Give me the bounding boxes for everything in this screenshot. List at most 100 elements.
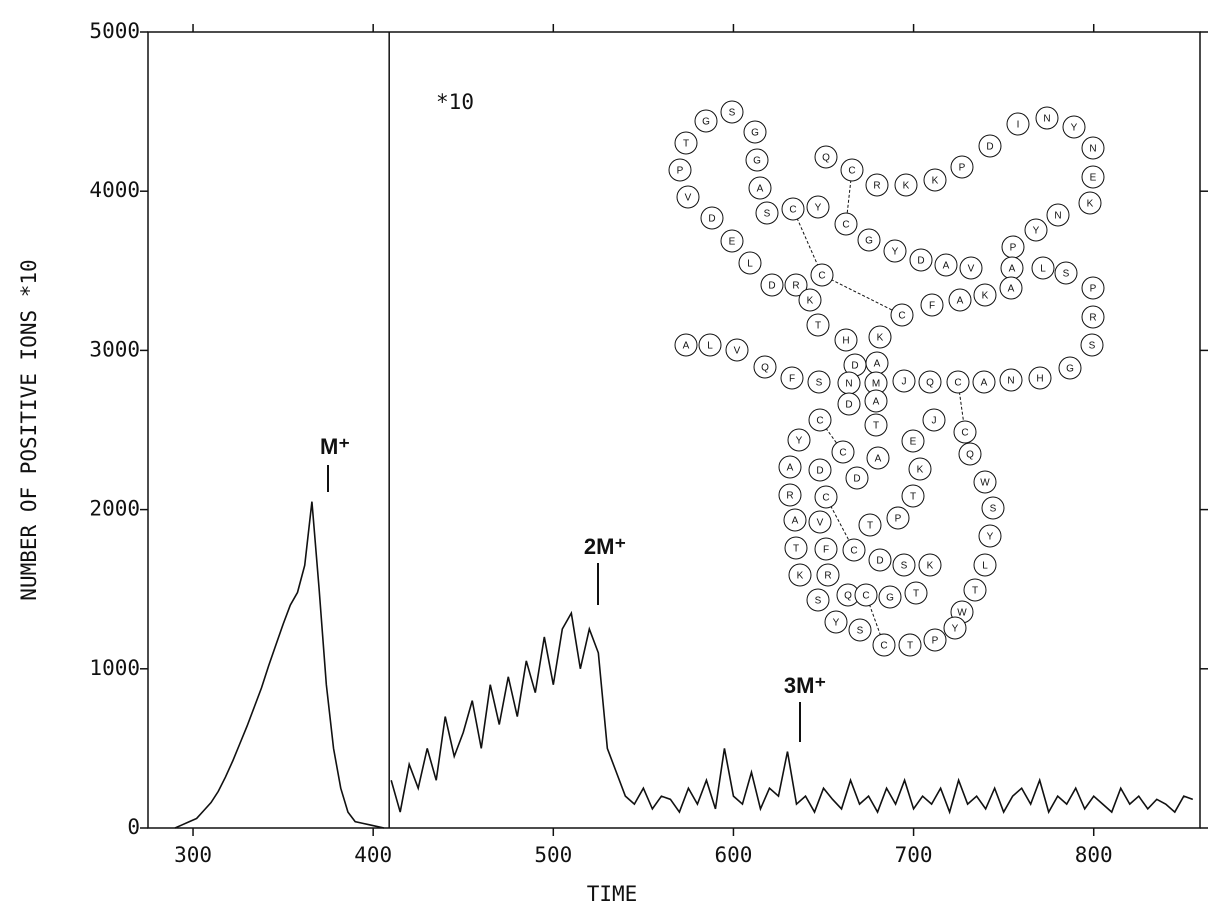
residue-circle	[1035, 106, 1059, 130]
residue-label: C	[954, 378, 961, 389]
residue-label: I	[1017, 120, 1020, 131]
residue-circle	[814, 485, 838, 509]
residue-circle	[745, 148, 769, 172]
x-tick-label: 400	[354, 843, 392, 867]
residue-label: D	[708, 214, 715, 225]
residue-circle	[1046, 203, 1070, 227]
x-tick-label: 300	[174, 843, 212, 867]
residue-label: S	[901, 561, 908, 572]
residue-circle	[963, 578, 987, 602]
residue-label: C	[898, 311, 905, 322]
residue-label: V	[734, 346, 741, 357]
y-tick-label: 1000	[89, 656, 140, 680]
residue-label: L	[1040, 264, 1046, 275]
data-line	[174, 501, 385, 829]
residue-label: S	[729, 108, 736, 119]
residue-circle	[950, 155, 974, 179]
residue-circle	[743, 120, 767, 144]
residue-label: A	[1009, 264, 1016, 275]
residue-circle	[753, 355, 777, 379]
residue-circle	[948, 288, 972, 312]
residue-circle	[946, 370, 970, 394]
residue-circle	[865, 173, 889, 197]
residue-label: S	[815, 596, 822, 607]
residue-label: T	[910, 492, 916, 503]
residue-circle	[923, 628, 947, 652]
residue-circle	[959, 256, 983, 280]
residue-circle	[918, 553, 942, 577]
residue-label: C	[862, 591, 869, 602]
residue-label: N	[1043, 114, 1050, 125]
residue-label: E	[910, 437, 917, 448]
residue-circle	[999, 276, 1023, 300]
residue-circle	[808, 458, 832, 482]
annotation: *10	[436, 90, 474, 114]
residue-label: P	[1090, 284, 1097, 295]
residue-circle	[981, 496, 1005, 520]
residue-circle	[864, 389, 888, 413]
residue-circle	[668, 158, 692, 182]
residue-circle	[778, 483, 802, 507]
residue-label: Y	[892, 247, 899, 258]
residue-label: V	[968, 264, 975, 275]
residue-circle	[1078, 191, 1102, 215]
residue-label: R	[1089, 313, 1096, 324]
residue-circle	[834, 328, 858, 352]
residue-circle	[901, 429, 925, 453]
residue-label: A	[792, 516, 799, 527]
residue-circle	[748, 176, 772, 200]
residue-circle	[674, 131, 698, 155]
residue-label: T	[972, 586, 978, 597]
residue-circle	[904, 581, 928, 605]
residue-circle	[886, 506, 910, 530]
residue-circle	[922, 408, 946, 432]
residue-label: K	[917, 465, 924, 476]
residue-label: A	[981, 378, 988, 389]
residue-circle	[814, 145, 838, 169]
residue-circle	[1081, 165, 1105, 189]
residue-circle	[909, 248, 933, 272]
residue-label: D	[816, 466, 823, 477]
residue-label: R	[786, 491, 793, 502]
residue-label: F	[823, 545, 829, 556]
residue-circle	[866, 446, 890, 470]
residue-circle	[883, 239, 907, 263]
residue-circle	[698, 333, 722, 357]
residue-circle	[837, 392, 861, 416]
residue-label: C	[789, 205, 796, 216]
residue-circle	[842, 538, 866, 562]
residue-circle	[806, 195, 830, 219]
residue-circle	[780, 366, 804, 390]
residue-circle	[1028, 366, 1052, 390]
residue-label: P	[677, 166, 684, 177]
residue-label: G	[865, 236, 873, 247]
y-tick-label: 0	[127, 815, 140, 839]
residue-circle	[973, 283, 997, 307]
residue-label: K	[982, 291, 989, 302]
data-line	[390, 610, 1194, 815]
residue-label: P	[932, 636, 939, 647]
residue-label: P	[959, 163, 966, 174]
residue-label: C	[818, 271, 825, 282]
residue-circle	[725, 338, 749, 362]
residue-circle	[831, 440, 855, 464]
residue-label: T	[793, 544, 799, 555]
residue-label: A	[757, 184, 764, 195]
residue-label: C	[850, 546, 857, 557]
residue-label: J	[932, 416, 937, 427]
residue-circle	[958, 442, 982, 466]
residue-label: A	[787, 463, 794, 474]
residue-label: C	[880, 641, 887, 652]
residue-label: T	[913, 589, 919, 600]
residue-circle	[816, 563, 840, 587]
residue-label: D	[768, 281, 775, 292]
residue-circle	[918, 370, 942, 394]
residue-label: A	[873, 397, 880, 408]
residue-label: W	[980, 478, 990, 489]
residue-label: A	[874, 359, 881, 370]
y-axis-label: NUMBER OF POSITIVE IONS *10	[17, 259, 41, 600]
x-axis-label: TIME	[587, 882, 638, 906]
residue-circle	[858, 513, 882, 537]
residue-label: V	[685, 193, 692, 204]
residue-label: G	[753, 156, 761, 167]
